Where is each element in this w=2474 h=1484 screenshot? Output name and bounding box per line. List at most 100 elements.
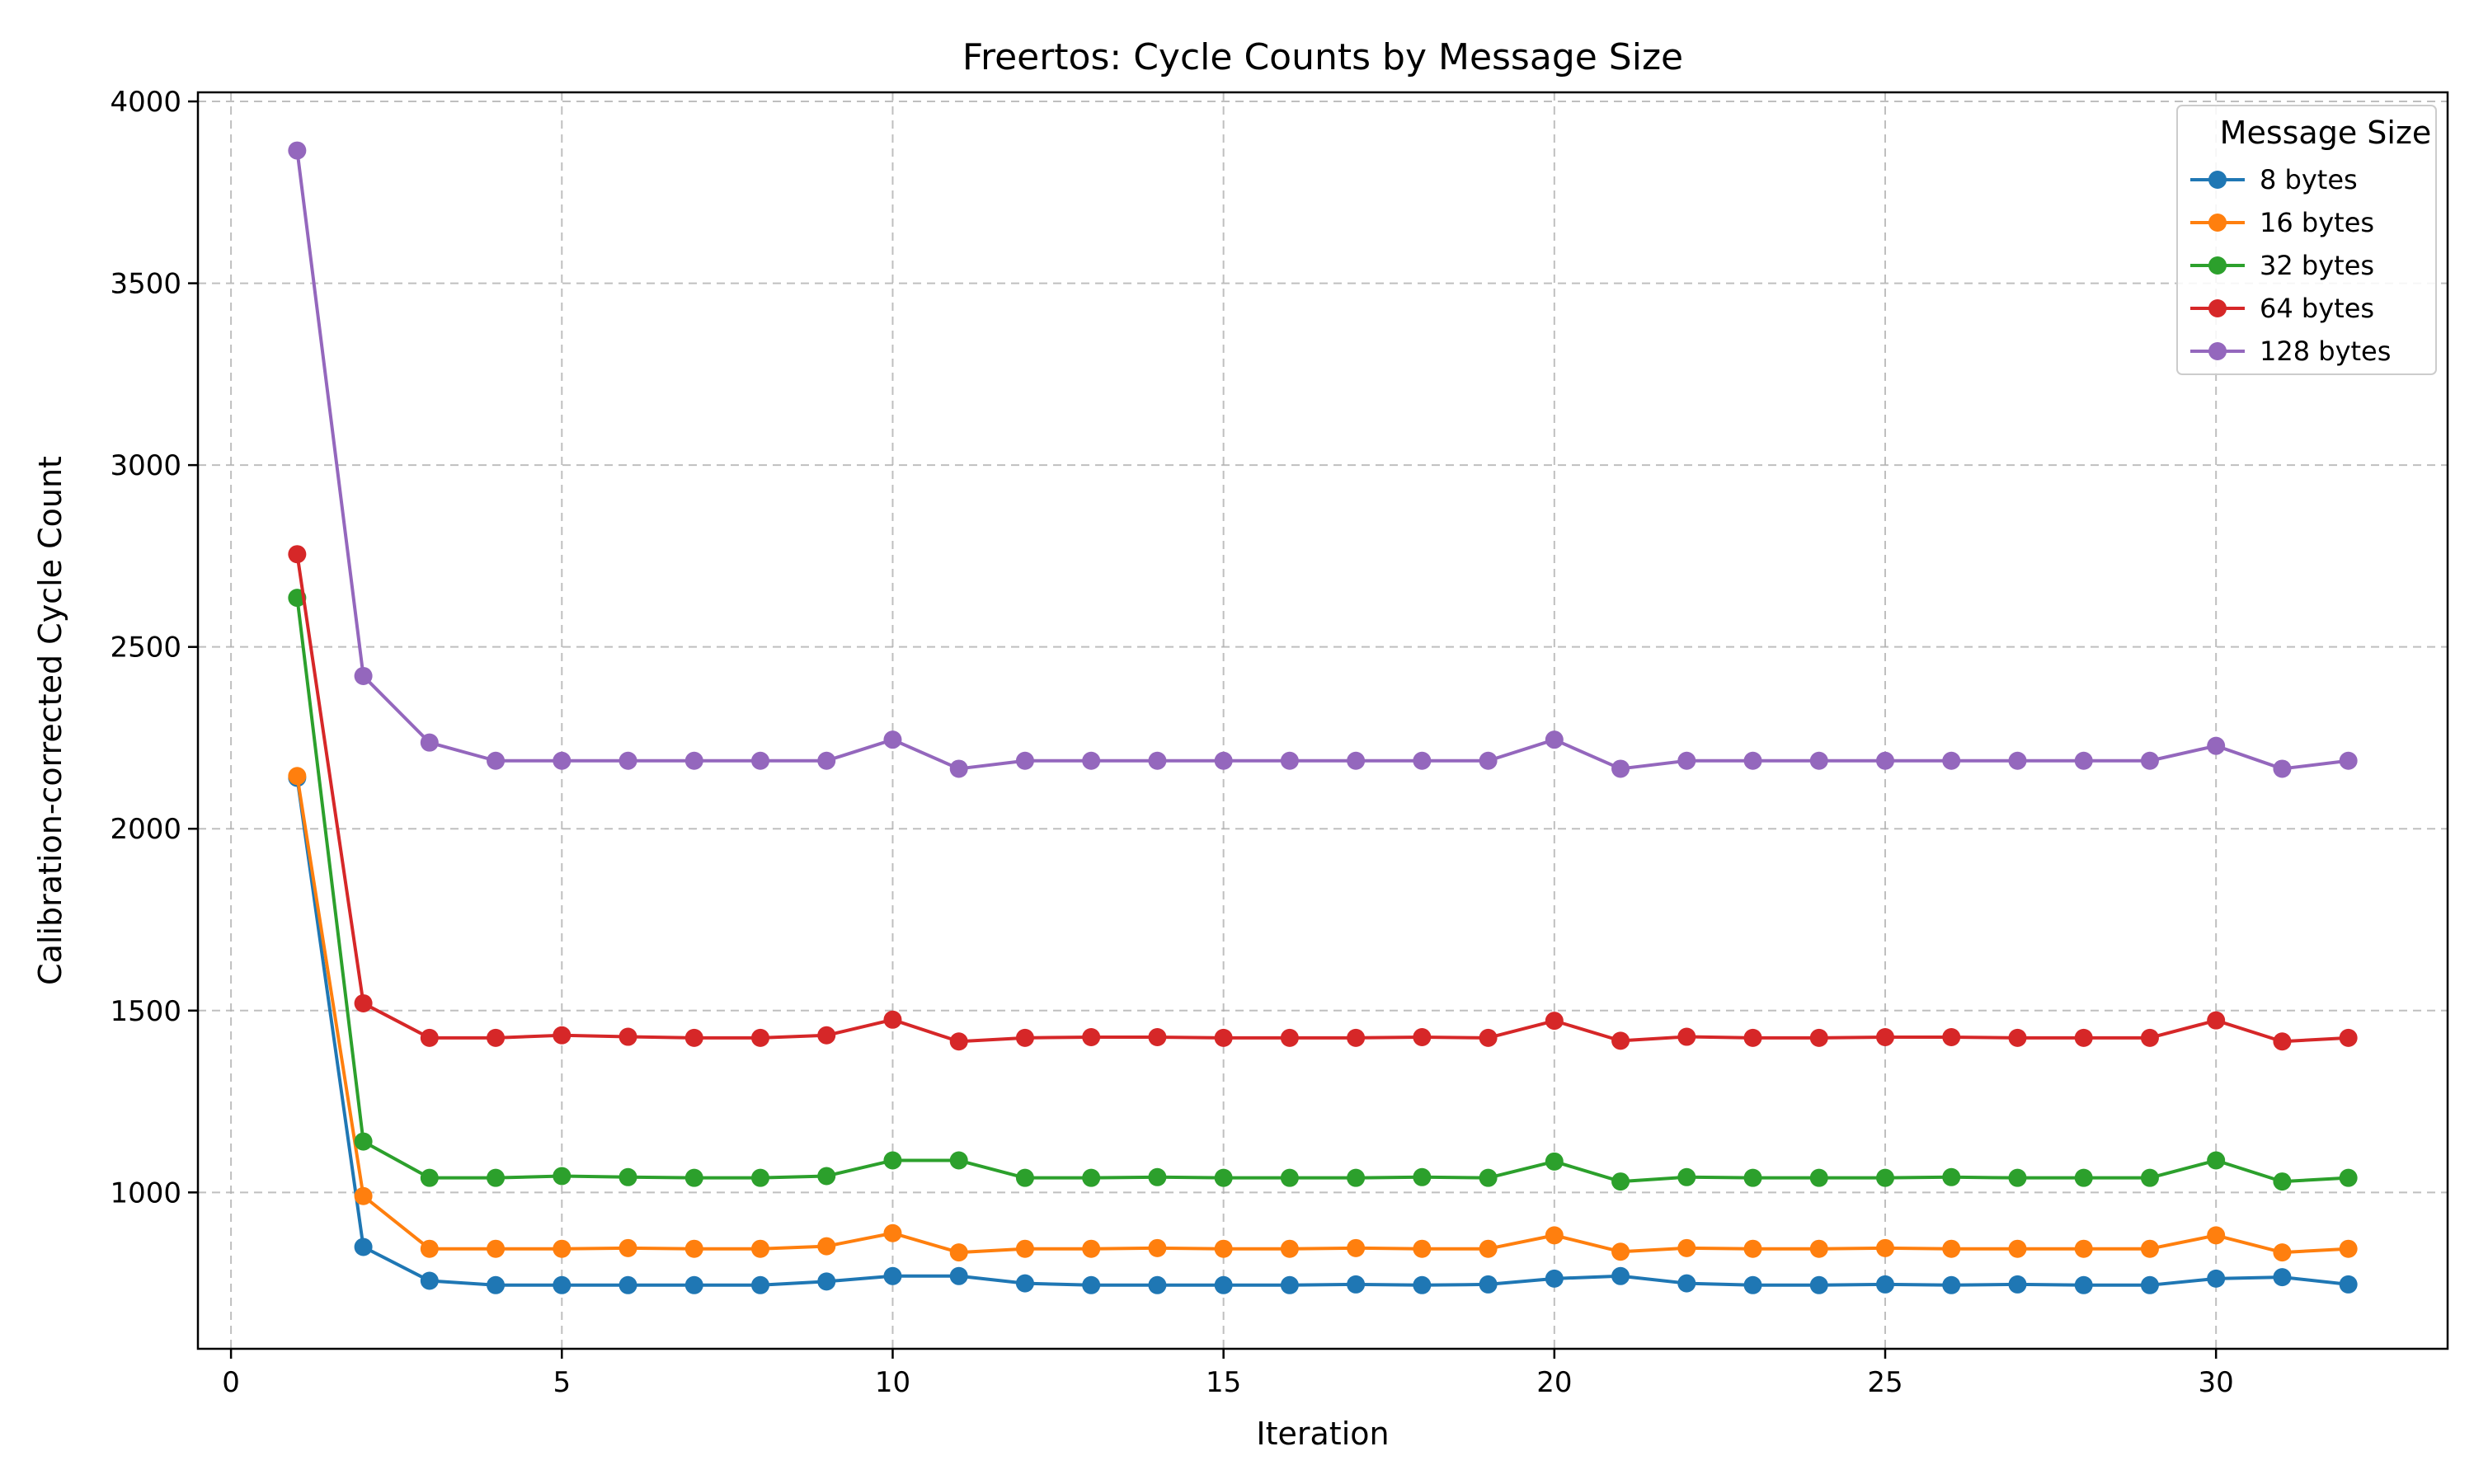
data-point: [1347, 1168, 1366, 1187]
data-point: [949, 1266, 968, 1285]
legend-items: 8 bytes 16 bytes 32 bytes 64 bytes 128 bytes: [2190, 164, 2391, 367]
data-point: [487, 751, 506, 770]
data-point: [553, 751, 571, 770]
y-tick-label: 3000: [110, 449, 181, 482]
data-point: [1347, 1238, 1366, 1257]
data-point: [1809, 751, 1828, 770]
data-point: [883, 1151, 902, 1170]
legend-label: 32 bytes: [2260, 250, 2374, 281]
data-point: [1876, 1027, 1894, 1046]
data-point: [1876, 1238, 1894, 1257]
data-point: [1809, 1275, 1828, 1294]
data-point: [618, 1167, 637, 1186]
data-point: [684, 1168, 703, 1187]
series-8-bytes: [288, 768, 2358, 1294]
data-point: [2273, 1172, 2292, 1191]
legend-label: 8 bytes: [2260, 164, 2358, 195]
series-layer: [288, 141, 2358, 1294]
series-64-bytes: [288, 545, 2358, 1051]
legend-item: 8 bytes: [2190, 164, 2358, 195]
data-point: [1479, 1239, 1498, 1258]
data-point: [1942, 1167, 1961, 1186]
data-point: [1611, 759, 1630, 778]
x-tick-label: 5: [553, 1366, 571, 1399]
data-point: [1148, 1238, 1167, 1257]
data-point: [487, 1275, 506, 1294]
data-point: [553, 1275, 571, 1294]
data-point: [751, 1168, 769, 1187]
data-point: [2273, 1032, 2292, 1051]
data-point: [1347, 1028, 1366, 1047]
data-point: [1611, 1266, 1630, 1285]
data-point: [2074, 1168, 2093, 1187]
y-axis-label: Calibration-corrected Cycle Count: [32, 456, 68, 985]
series-line: [295, 597, 2349, 1184]
legend: Message Size 8 bytes 16 bytes 32 bytes 64 b…: [2176, 105, 2437, 375]
data-point: [1413, 1275, 1432, 1294]
data-point: [2140, 1028, 2159, 1047]
data-point: [1479, 1168, 1498, 1187]
data-point: [420, 1239, 439, 1258]
data-point: [1809, 1239, 1828, 1258]
data-point: [618, 1027, 637, 1046]
data-point: [817, 751, 836, 770]
data-point: [354, 1132, 373, 1151]
series-128-bytes: [288, 141, 2358, 778]
series-line: [295, 150, 2349, 771]
data-point: [487, 1028, 506, 1047]
data-point: [1942, 751, 1961, 770]
data-point: [2273, 759, 2292, 778]
data-point: [354, 993, 373, 1012]
data-point: [2074, 1239, 2093, 1258]
legend-label: 128 bytes: [2260, 336, 2391, 367]
data-point: [1677, 1238, 1696, 1257]
data-point: [1148, 751, 1167, 770]
x-tick-label: 0: [222, 1366, 240, 1399]
data-point: [2008, 1028, 2027, 1047]
data-point: [288, 767, 307, 786]
data-point: [1148, 1027, 1167, 1046]
data-point: [949, 1032, 968, 1051]
legend-label: 64 bytes: [2260, 293, 2374, 324]
data-point: [487, 1239, 506, 1258]
data-point: [1280, 1239, 1299, 1258]
data-point: [1280, 1028, 1299, 1047]
data-point: [2207, 1011, 2226, 1030]
data-point: [817, 1167, 836, 1186]
data-point: [1677, 1274, 1696, 1293]
data-point: [1545, 730, 1564, 749]
legend-item: 32 bytes: [2190, 250, 2374, 281]
series-line: [295, 777, 2349, 1287]
series-16-bytes: [288, 767, 2358, 1262]
data-point: [1743, 1028, 1762, 1047]
data-point: [2207, 1151, 2226, 1170]
data-point: [1743, 1168, 1762, 1187]
x-tick-label: 20: [1536, 1366, 1572, 1399]
data-point: [420, 1028, 439, 1047]
data-point: [288, 545, 307, 564]
data-point: [949, 1151, 968, 1170]
data-point: [684, 1028, 703, 1047]
data-point: [2273, 1243, 2292, 1262]
data-point: [1148, 1167, 1167, 1186]
data-point: [1082, 1239, 1101, 1258]
data-point: [2008, 1275, 2027, 1294]
data-point: [1280, 751, 1299, 770]
x-axis-label: Iteration: [1256, 1416, 1389, 1452]
legend-item: 16 bytes: [2190, 207, 2374, 238]
x-tick-label: 30: [2199, 1366, 2234, 1399]
data-point: [1347, 751, 1366, 770]
data-point: [1015, 1239, 1034, 1258]
chart-title: Freertos: Cycle Counts by Message Size: [962, 36, 1683, 78]
data-point: [1545, 1226, 1564, 1245]
y-axis-ticks: 1000 1500 2000 2500 3000 3500 4000: [110, 86, 198, 1209]
data-point: [1942, 1275, 1961, 1294]
data-point: [1148, 1275, 1167, 1294]
data-point: [1413, 1027, 1432, 1046]
data-point: [2339, 1028, 2358, 1047]
data-point: [1082, 1168, 1101, 1187]
legend-swatch-marker: [2208, 299, 2227, 317]
data-point: [1545, 1152, 1564, 1171]
data-point: [949, 1243, 968, 1262]
